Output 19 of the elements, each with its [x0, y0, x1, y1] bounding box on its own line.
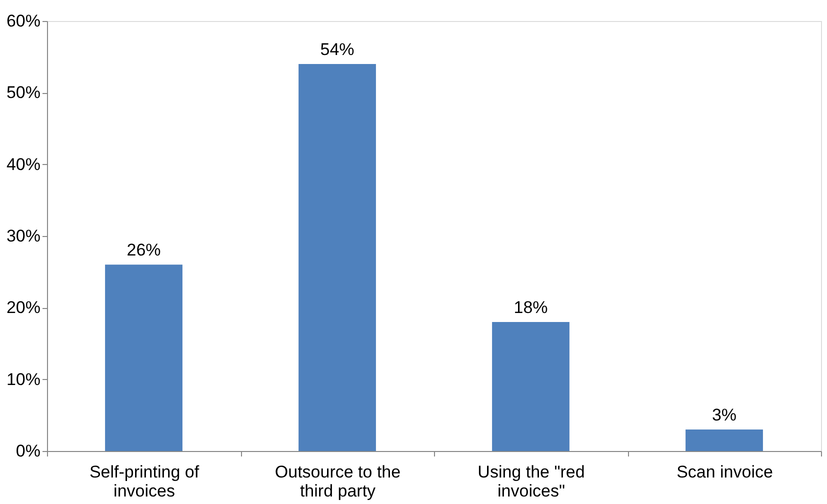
data-label: 54%	[320, 40, 354, 59]
bar	[298, 64, 376, 451]
data-label: 18%	[514, 298, 548, 317]
y-tick-label: 0%	[16, 442, 40, 460]
y-tick-label: 60%	[6, 12, 40, 30]
data-label: 3%	[712, 406, 737, 424]
y-tick-label: 10%	[6, 370, 40, 389]
y-tick-label: 30%	[6, 226, 40, 246]
y-tick-label: 40%	[6, 154, 40, 174]
bar	[492, 322, 570, 451]
x-tick-label: Scan invoice	[676, 462, 773, 482]
y-tick-label: 20%	[6, 298, 40, 318]
data-label: 26%	[126, 240, 161, 260]
bar	[105, 264, 182, 451]
x-tick-label: Self-printing of invoices	[89, 462, 200, 500]
x-tick-label: Using the "red invoices"	[478, 462, 585, 500]
y-tick-label: 50%	[6, 83, 40, 102]
bar	[686, 430, 763, 451]
x-tick-label: Outsource to the third party	[274, 462, 401, 500]
